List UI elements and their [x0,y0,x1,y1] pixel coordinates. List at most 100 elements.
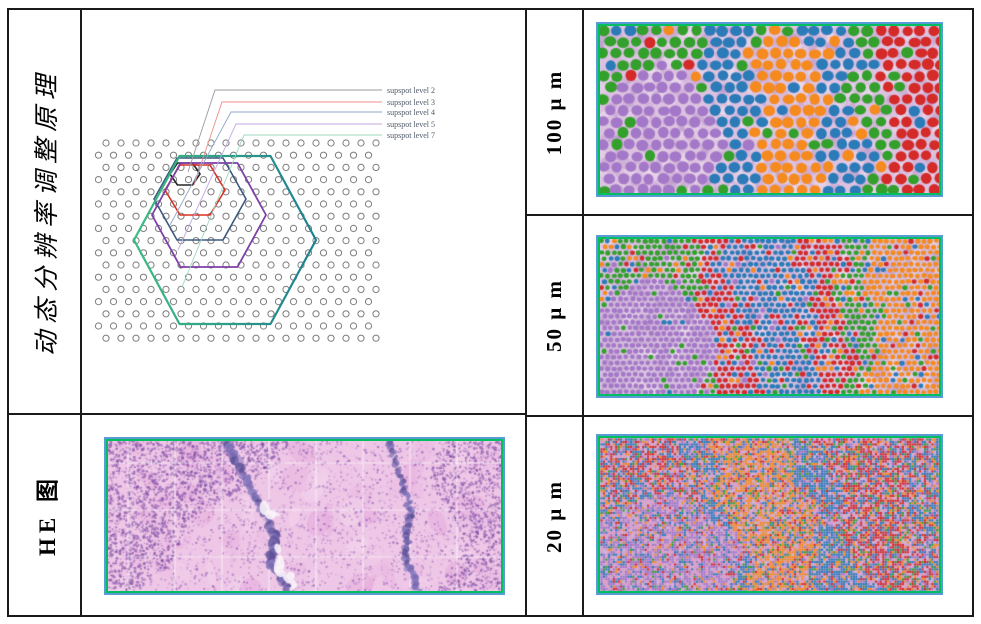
spot-circle [132,139,140,147]
cell-20um-label: 20 μ m [527,417,584,615]
spot-circle [327,310,335,318]
spot-circle [349,249,358,257]
spot-circle [117,188,125,196]
spot-circle [154,298,163,306]
spot-circle [102,139,110,147]
legend-leader-line [177,123,382,251]
spot-circle [252,334,260,342]
he-panel-inner-border [106,439,503,593]
spot-circle [342,237,350,245]
spot-circle [162,139,170,147]
spot-circle [199,298,208,306]
cell-principle-label: 动态分辨率调整原理 [9,10,82,415]
spot-circle [132,188,140,196]
spot-circle [274,273,283,281]
spot-circle [304,151,313,159]
spot-circle [162,310,170,318]
spot-circle [124,298,133,306]
spot-circle [312,261,320,269]
spot-circle [169,322,178,330]
spot-circle [334,200,343,208]
he-panel [104,437,505,595]
label-100um: 100 μ m [542,69,566,155]
spot-circle [177,188,185,196]
spot-circle [304,200,313,208]
legend-leader-line [193,101,382,186]
spot-circle [147,188,155,196]
principle-label: 动态分辨率调整原理 [33,67,61,356]
spot-circle [372,139,380,147]
panel-50um-inner-border [598,237,941,396]
spot-circle [349,298,358,306]
spot-circle [372,212,380,220]
spot-circle [312,188,320,196]
spot-circle [237,212,245,220]
spot-circle [319,151,328,159]
spot-circle [312,163,320,171]
spot-circle [327,188,335,196]
spot-circle [282,261,290,269]
spot-circle [252,212,260,220]
spot-circle [214,249,223,257]
supspot-hexagon-5 [132,154,318,326]
cell-subspot-diagram: supspot level 2 supspot level 3 supspot le… [82,10,525,415]
spot-circle [267,285,275,293]
spot-circle [297,139,305,147]
spot-circle [282,139,290,147]
spot-circle [147,237,155,245]
spot-circle [349,200,358,208]
spot-circle [162,334,170,342]
spot-circle [102,310,110,318]
spot-circle [274,151,283,159]
spot-circle [334,298,343,306]
spot-circle [297,334,305,342]
spot-circle [214,273,223,281]
cell-50um-label: 50 μ m [527,216,584,417]
spot-circle [229,200,238,208]
spot-circle [364,151,373,159]
label-20um: 20 μ m [542,479,566,553]
spot-circle [147,139,155,147]
legend-label: supspot level 5 [387,120,435,129]
spot-circle [109,249,118,257]
spot-circle [139,322,148,330]
spot-circle [304,298,313,306]
spot-circle [252,285,260,293]
spot-circle [94,298,103,306]
spot-circle [342,212,350,220]
spot-circle [147,310,155,318]
legend-label: supspot level 7 [387,131,435,140]
spot-circle [319,249,328,257]
panel-100um [596,22,943,197]
spot-circle [274,176,283,184]
spot-circle [184,249,193,257]
spot-circle [357,163,365,171]
spot-circle [132,285,140,293]
spot-circle [132,163,140,171]
spot-circle [139,298,148,306]
spot-circle [364,200,373,208]
spot-circle [274,322,283,330]
spot-circle [312,285,320,293]
spot-circle [162,163,170,171]
panel-20um [596,434,943,595]
spots-20um-image [600,438,939,591]
spot-circle [267,261,275,269]
spot-circle [199,200,208,208]
spot-circle [282,237,290,245]
spot-circle [222,212,230,220]
spot-circle [147,285,155,293]
label-50um: 50 μ m [542,279,566,352]
spot-circle [169,273,178,281]
spot-circle [94,249,103,257]
spot-circle [109,273,118,281]
spot-circle [237,334,245,342]
legend-leader-line [169,111,382,226]
spot-circle [372,261,380,269]
spot-circle [132,261,140,269]
spot-circle [304,273,313,281]
spot-circle [349,322,358,330]
spot-circle [312,334,320,342]
